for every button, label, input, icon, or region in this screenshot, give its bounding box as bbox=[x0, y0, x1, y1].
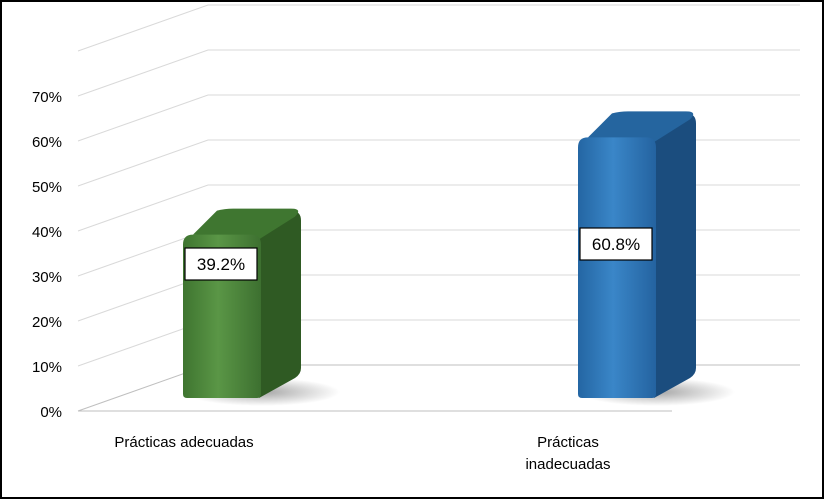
bar-group: 39.2% bbox=[183, 208, 340, 406]
y-tick-label: 40% bbox=[32, 224, 62, 241]
data-label-box bbox=[579, 227, 653, 261]
gridline-top bbox=[77, 4, 800, 52]
y-axis: 0% 10% 20% 30% 40% 50% 60% 70% bbox=[32, 89, 62, 421]
gridline bbox=[77, 94, 800, 142]
y-tick-label: 0% bbox=[40, 404, 62, 421]
y-tick-label: 20% bbox=[32, 314, 62, 331]
bar-front bbox=[578, 137, 656, 398]
bars: 39.2% 60.8% bbox=[183, 111, 735, 406]
category-labels: Prácticas adecuadas Prácticas inadecuadas bbox=[114, 434, 610, 473]
data-label-box bbox=[184, 247, 258, 281]
bar-side bbox=[257, 210, 301, 398]
data-label: 39.2% bbox=[197, 255, 245, 274]
y-tick-label: 50% bbox=[32, 179, 62, 196]
category-label: Prácticas adecuadas bbox=[114, 434, 253, 451]
bar-top bbox=[193, 208, 299, 241]
gridline bbox=[77, 49, 800, 97]
y-tick-label: 60% bbox=[32, 134, 62, 151]
y-tick-label: 30% bbox=[32, 269, 62, 286]
category-label: Prácticas bbox=[537, 434, 599, 451]
y-tick-label: 70% bbox=[32, 89, 62, 106]
category-label: inadecuadas bbox=[525, 456, 610, 473]
bar-top bbox=[588, 111, 694, 144]
bar-side bbox=[652, 113, 696, 399]
data-label: 60.8% bbox=[592, 235, 640, 254]
y-tick-label: 10% bbox=[32, 359, 62, 376]
bar-group: 60.8% bbox=[578, 111, 735, 406]
